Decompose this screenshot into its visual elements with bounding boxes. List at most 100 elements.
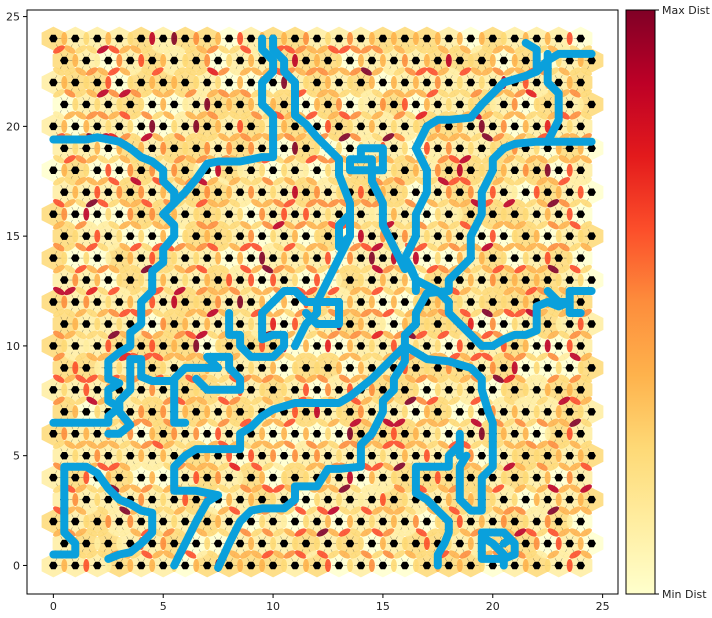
distance-cell	[72, 273, 79, 287]
distance-cell	[138, 449, 145, 463]
distance-cell	[325, 515, 331, 528]
distance-cell	[390, 76, 397, 89]
distance-cell	[283, 528, 296, 537]
distance-cell	[94, 537, 101, 550]
distance-cell	[382, 440, 395, 449]
distance-cell	[456, 383, 463, 397]
distance-cell	[272, 440, 285, 449]
distance-cell	[305, 440, 318, 449]
distance-cell	[248, 229, 255, 243]
distance-cell	[182, 97, 189, 111]
distance-cell	[226, 273, 233, 287]
distance-cell	[390, 207, 397, 221]
distance-cell	[149, 471, 156, 485]
distance-cell	[182, 141, 189, 155]
distance-cell	[138, 493, 145, 507]
distance-cell	[577, 229, 584, 243]
distance-cell	[83, 119, 90, 133]
distance-cell	[160, 493, 167, 507]
distance-cell	[226, 229, 233, 243]
distance-cell	[314, 229, 320, 243]
distance-cell	[226, 97, 233, 111]
distance-cell	[544, 163, 551, 177]
distance-cell	[171, 427, 178, 441]
distance-cell	[272, 528, 285, 537]
distance-cell	[393, 550, 406, 559]
distance-cell	[193, 207, 200, 221]
distance-cell	[94, 97, 101, 111]
x-tick-label: 0	[50, 600, 57, 613]
distance-cell	[151, 550, 164, 559]
distance-cell	[182, 273, 189, 287]
distance-cell	[456, 295, 463, 309]
distance-cell	[270, 185, 277, 199]
distance-cell	[412, 383, 419, 397]
distance-cell	[445, 141, 452, 155]
distance-cell	[423, 54, 430, 67]
distance-cell	[390, 32, 397, 45]
distance-cell	[283, 506, 296, 515]
distance-cell	[371, 484, 384, 493]
distance-cell	[94, 54, 101, 67]
distance-cell	[292, 537, 298, 550]
distance-cell	[478, 515, 485, 528]
distance-cell	[237, 471, 244, 485]
distance-cell	[259, 163, 266, 177]
distance-cell	[566, 76, 573, 89]
distance-cell	[303, 383, 309, 397]
distance-cell	[500, 515, 507, 528]
distance-cell	[61, 76, 68, 89]
distance-cell	[215, 427, 222, 441]
distance-cell	[569, 528, 582, 537]
distance-cell	[522, 207, 529, 221]
distance-cell	[226, 405, 233, 419]
distance-cell	[171, 515, 178, 528]
distance-cell	[85, 484, 98, 493]
distance-cell	[228, 506, 241, 515]
distance-cell	[248, 537, 255, 550]
distance-cell	[577, 537, 584, 550]
distance-cell	[467, 493, 474, 507]
distance-cell	[456, 339, 463, 353]
distance-cell	[467, 405, 474, 419]
distance-cell	[368, 207, 375, 221]
distance-cell	[83, 471, 90, 485]
distance-cell	[118, 484, 131, 493]
distance-cell	[281, 163, 288, 177]
distance-cell	[379, 273, 386, 287]
distance-cell	[303, 515, 309, 528]
distance-cell	[182, 493, 189, 507]
distance-cell	[259, 251, 266, 265]
distance-cell	[347, 427, 353, 441]
distance-cell	[566, 559, 573, 572]
distance-cell	[248, 361, 255, 375]
distance-cell	[544, 207, 551, 221]
distance-cell	[105, 207, 112, 221]
distance-cell	[349, 528, 362, 537]
distance-cell	[580, 484, 592, 493]
distance-cell	[478, 119, 485, 133]
distance-cell	[470, 440, 483, 449]
distance-cell	[160, 317, 167, 331]
distance-cell	[415, 506, 428, 515]
distance-cell	[206, 550, 219, 559]
distance-cell	[325, 339, 331, 353]
distance-cell	[426, 440, 439, 449]
distance-cell	[492, 484, 505, 493]
distance-cell	[171, 119, 178, 133]
distance-cell	[226, 54, 233, 67]
distance-cell	[357, 537, 364, 550]
distance-cell	[566, 339, 573, 353]
distance-cell	[171, 251, 178, 265]
distance-cell	[96, 462, 109, 471]
distance-cell	[127, 119, 134, 133]
distance-cell	[555, 229, 562, 243]
distance-cell	[160, 54, 167, 67]
distance-cell	[500, 32, 507, 45]
distance-cell	[347, 119, 353, 133]
distance-cell	[171, 76, 178, 89]
distance-cell	[283, 440, 296, 449]
distance-cell	[349, 506, 362, 515]
distance-cell	[160, 405, 167, 419]
distance-cell	[522, 251, 529, 265]
